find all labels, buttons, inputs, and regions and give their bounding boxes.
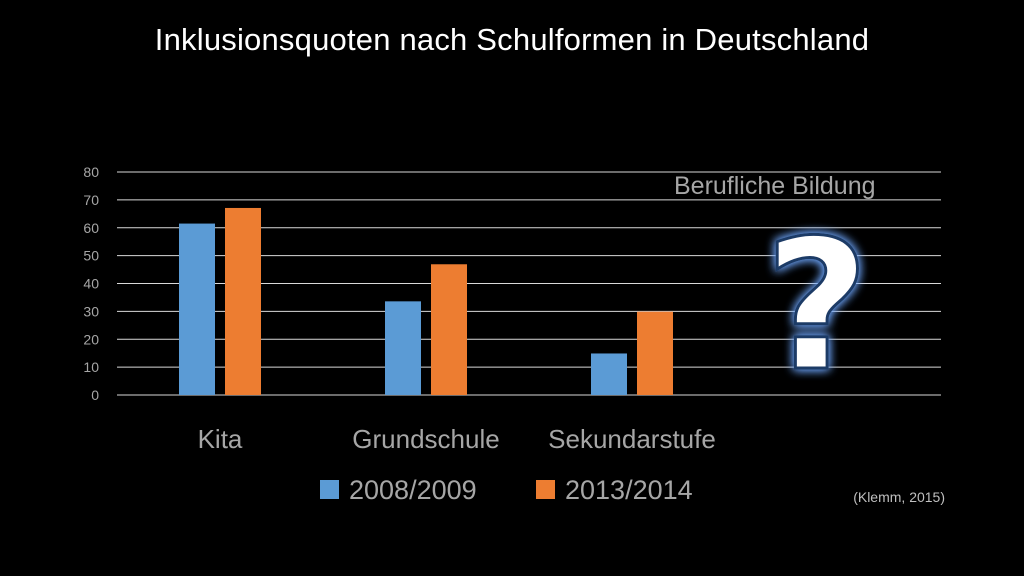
category-label-kita: Kita (198, 424, 243, 454)
bar-sekundarstufe-2013-2014 (637, 311, 673, 395)
bars (179, 207, 673, 395)
question-mark-icon: ? (765, 202, 869, 411)
slide-title: Inklusionsquoten nach Schulformen in Deu… (154, 22, 870, 57)
y-tick-label: 20 (83, 331, 99, 347)
y-tick-label: 10 (83, 359, 99, 375)
annotation-label: Berufliche Bildung (674, 172, 876, 200)
y-tick-label: 0 (91, 387, 99, 403)
source-citation: (Klemm, 2015) (853, 489, 945, 505)
x-axis-categories: Kita Grundschule Sekundarstufe (198, 424, 716, 454)
y-tick-label: 50 (83, 248, 99, 264)
bar-grundschule-2013-2014 (431, 264, 467, 395)
legend-swatch-2013-2014 (536, 480, 555, 499)
category-label-grundschule: Grundschule (352, 424, 499, 454)
bar-kita-2008-2009 (179, 223, 215, 395)
y-tick-label: 40 (83, 276, 99, 292)
legend-label-2008-2009: 2008/2009 (349, 475, 477, 505)
bar-grundschule-2008-2009 (385, 301, 421, 395)
legend-label-2013-2014: 2013/2014 (565, 475, 693, 505)
bar-kita-2013-2014 (225, 207, 261, 395)
legend-swatch-2008-2009 (320, 480, 339, 499)
y-axis-ticks: 0 10 20 30 40 50 60 70 80 (83, 164, 99, 403)
y-tick-label: 70 (83, 192, 99, 208)
y-tick-label: 60 (83, 220, 99, 236)
bar-sekundarstufe-2008-2009 (591, 353, 627, 395)
legend: 2008/2009 2013/2014 (320, 475, 693, 505)
category-label-sekundarstufe: Sekundarstufe (548, 424, 716, 454)
y-tick-label: 30 (83, 303, 99, 319)
y-tick-label: 80 (83, 164, 99, 180)
